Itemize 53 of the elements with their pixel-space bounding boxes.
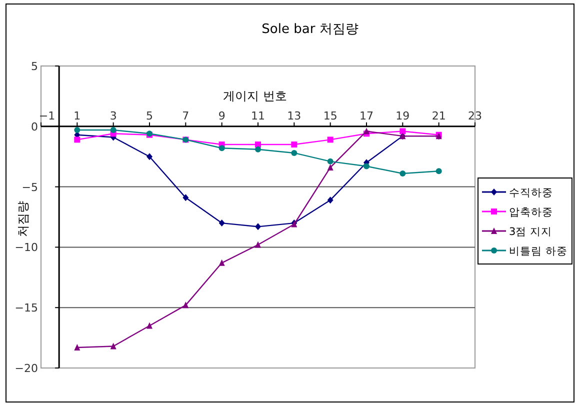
- point: [327, 158, 334, 164]
- x-tick-label: 9: [218, 109, 226, 122]
- point: [74, 344, 80, 350]
- x-tick-label: 5: [146, 109, 153, 122]
- point: [110, 127, 116, 134]
- point: [74, 136, 80, 143]
- point: [327, 164, 334, 170]
- x-axis-title: 게이지 번호: [223, 89, 287, 103]
- point: [327, 196, 334, 204]
- x-tick-label: 13: [287, 109, 302, 122]
- point: [255, 241, 261, 248]
- point: [218, 145, 225, 152]
- y-tick-label: −15: [14, 302, 38, 315]
- point: [327, 136, 334, 143]
- point: [255, 146, 261, 152]
- point: [182, 302, 189, 308]
- point: [146, 322, 152, 329]
- point: [182, 194, 189, 202]
- point: [255, 223, 261, 230]
- point: [218, 220, 225, 227]
- legend-label: 비틀림 하중: [509, 246, 568, 258]
- x-tick-label: 15: [323, 109, 338, 122]
- point: [291, 150, 298, 156]
- x-tick-label: 21: [432, 109, 446, 122]
- y-tick-label: 5: [31, 60, 38, 73]
- point: [110, 342, 116, 350]
- y-tick-label: 0: [31, 120, 38, 134]
- y-tick-label: −10: [14, 241, 38, 254]
- x-tick-label: 19: [396, 109, 410, 122]
- x-tick-label: 11: [251, 109, 265, 122]
- x-tick-label: 1: [74, 109, 81, 122]
- point: [400, 128, 406, 134]
- point: [291, 142, 298, 148]
- x-tick-label: 23: [468, 109, 482, 122]
- chart-title: Sole bar 처짐량: [262, 22, 358, 37]
- y-axis-title: 처짐량: [16, 201, 30, 237]
- point: [364, 163, 370, 170]
- point: [255, 142, 261, 148]
- legend-label: 3점 지지: [509, 226, 552, 238]
- x-tick-label: 7: [182, 109, 190, 122]
- point: [400, 170, 406, 177]
- point: [146, 153, 152, 160]
- point: [74, 127, 80, 134]
- legend-label: 압축하중: [509, 206, 553, 218]
- x-tick-label: 3: [110, 109, 117, 122]
- y-tick-label: −5: [22, 180, 38, 194]
- y-tick-label: −20: [14, 362, 38, 375]
- point: [218, 259, 225, 266]
- point: [436, 168, 442, 174]
- x-tick-label: 17: [360, 109, 374, 122]
- legend-label: 수직하중: [509, 187, 553, 199]
- x-tick-label: −1: [38, 109, 56, 122]
- point: [364, 128, 370, 134]
